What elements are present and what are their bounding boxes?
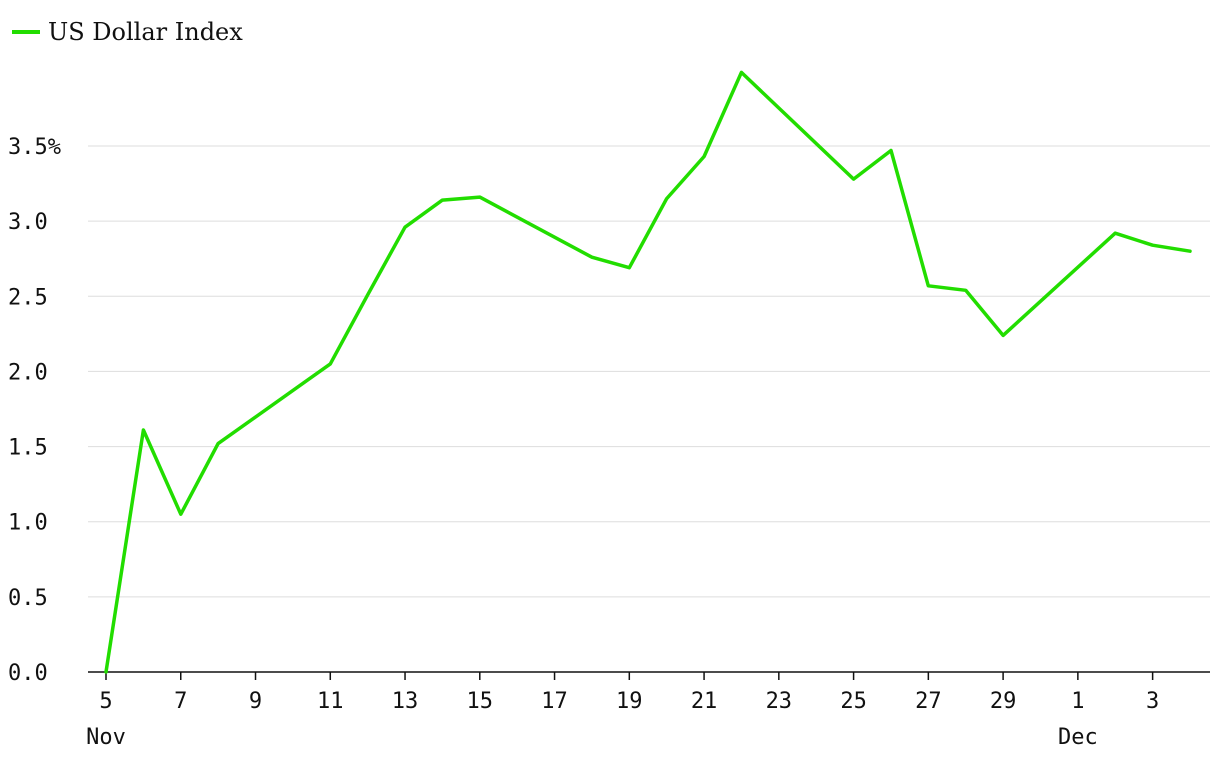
- x-tick-label: 1: [1071, 689, 1084, 714]
- x-tick-label: 11: [317, 689, 344, 714]
- x-axis: 5 Nov 7 9 11 13 15 17 19 21 23 25 27 29 1 Dec 3: [86, 672, 1159, 750]
- x-tick-label: 27: [915, 689, 942, 714]
- x-month-label: Dec: [1058, 725, 1098, 750]
- gridlines: [88, 145, 1210, 673]
- y-tick-label: 0.0: [8, 661, 48, 686]
- x-tick-label: 15: [467, 689, 494, 714]
- x-tick-label: 9: [249, 689, 262, 714]
- y-tick-label: 3.5%: [8, 135, 61, 160]
- x-tick-label: 25: [840, 689, 867, 714]
- legend: US Dollar Index: [12, 18, 243, 46]
- series-line-us-dollar-index: [104, 70, 1192, 674]
- y-tick-label: 1.5: [8, 436, 48, 461]
- x-tick-label: 29: [990, 689, 1017, 714]
- y-tick-label: 2.0: [8, 360, 48, 385]
- y-tick-label: 1.0: [8, 511, 48, 536]
- y-tick-label: 0.5: [8, 586, 48, 611]
- y-tick-label: 2.5: [8, 285, 48, 310]
- legend-label: US Dollar Index: [48, 18, 243, 46]
- series-group: [104, 70, 1192, 674]
- x-tick-label: 7: [174, 689, 187, 714]
- x-tick-label: 21: [691, 689, 718, 714]
- x-tick-label: 17: [541, 689, 568, 714]
- x-tick-label: 3: [1146, 689, 1159, 714]
- x-tick-label: 13: [392, 689, 419, 714]
- x-tick-label: 23: [766, 689, 793, 714]
- x-tick-label: 5: [99, 689, 112, 714]
- x-month-label: Nov: [86, 725, 126, 750]
- x-tick-label: 19: [616, 689, 643, 714]
- y-axis: 0.0 0.5 1.0 1.5 2.0 2.5 3.0 3.5%: [8, 135, 61, 686]
- y-tick-label: 3.0: [8, 210, 48, 235]
